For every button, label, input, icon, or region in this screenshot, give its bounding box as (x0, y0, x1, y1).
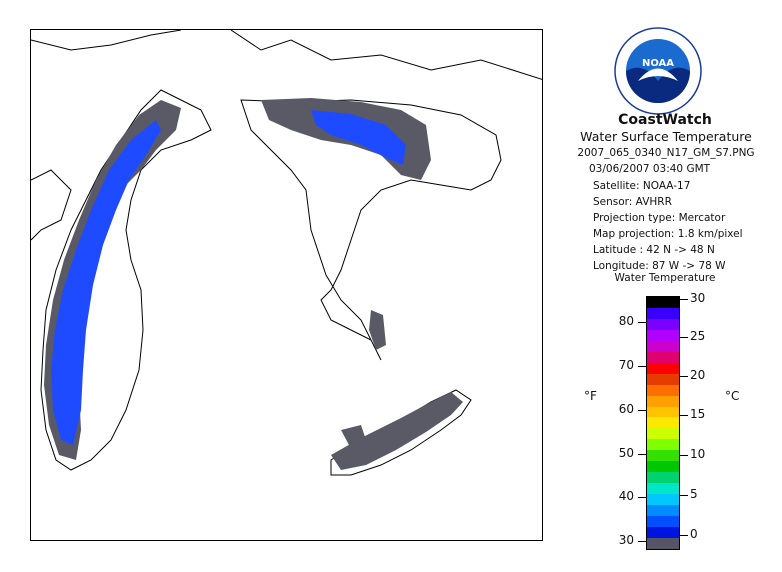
colorbar-segment (647, 297, 679, 308)
image-filename: 2007_065_0340_N17_GM_S7.PNG (577, 147, 755, 159)
fahrenheit-tick-mark (638, 322, 646, 323)
projection-type-label: Projection type: Mercator (593, 212, 726, 224)
celsius-tick-mark (680, 455, 688, 456)
celsius-tick-label: 20 (690, 368, 706, 382)
colorbar-segment (647, 406, 679, 418)
colorbar-segment (647, 439, 679, 451)
colorbar-segment (647, 329, 679, 341)
lake-huron-shoreline (240, 99, 502, 361)
colorbar-segment (647, 351, 679, 363)
ice-cover-huron-south (369, 310, 386, 350)
fahrenheit-tick-mark (638, 454, 646, 455)
map-projection-label: Map projection: 1.8 km/pixel (593, 228, 743, 240)
celsius-tick-label: 30 (690, 291, 706, 305)
celsius-tick-label: 5 (690, 487, 698, 501)
colorbar-segment (647, 417, 679, 429)
latitude-range-label: Latitude : 42 N -> 48 N (593, 244, 715, 256)
colorbar-segment (647, 384, 679, 396)
fahrenheit-tick-label: 30 (618, 533, 634, 547)
colorbar-segment (647, 483, 679, 495)
colorbar-segment (647, 450, 679, 462)
colorbar-segment (647, 527, 679, 538)
fahrenheit-tick-label: 80 (618, 314, 634, 328)
colorbar-segment (647, 373, 679, 385)
colorbar-segment (647, 516, 679, 528)
fahrenheit-tick-mark (638, 497, 646, 498)
colorbar-segment (647, 472, 679, 484)
cold-water-michigan-west (51, 120, 161, 445)
fahrenheit-tick-label: 60 (618, 402, 634, 416)
celsius-tick-label: 15 (690, 407, 706, 421)
colorbar-segment (647, 362, 679, 374)
fahrenheit-tick-label: 70 (618, 358, 634, 372)
acquisition-datetime: 03/06/2007 03:40 GMT (589, 163, 711, 175)
fahrenheit-unit-label: °F (584, 389, 597, 403)
superior-shoreline (31, 30, 542, 80)
celsius-tick-mark (680, 415, 688, 416)
cold-water-huron-north (311, 110, 406, 165)
longitude-range-label: Longitude: 87 W -> 78 W (593, 260, 726, 272)
celsius-tick-label: 25 (690, 329, 706, 343)
celsius-tick-mark (680, 376, 688, 377)
lake-michigan-shoreline (40, 89, 212, 471)
western-shoreline (31, 169, 72, 241)
celsius-tick-mark (680, 337, 688, 338)
product-subtitle: Water Surface Temperature (580, 129, 752, 144)
colorbar-segment (647, 494, 679, 506)
celsius-tick-mark (680, 299, 688, 300)
celsius-tick-mark (680, 535, 688, 536)
satellite-label: Satellite: NOAA-17 (593, 180, 691, 192)
colorbar-segment (647, 318, 679, 330)
ice-cover-erie (331, 392, 463, 470)
great-lakes-map (31, 30, 542, 476)
colorbar-segment (647, 505, 679, 517)
colorbar-segment (647, 340, 679, 352)
celsius-tick-mark (680, 495, 688, 496)
colorbar-segment (647, 428, 679, 440)
colorbar-segment (647, 307, 679, 319)
celsius-tick-label: 10 (690, 447, 706, 461)
celsius-tick-label: 0 (690, 527, 698, 541)
colorbar-segment (647, 461, 679, 473)
colorbar-segment (647, 537, 679, 549)
legend-title: Water Temperature (614, 272, 716, 284)
sensor-label: Sensor: AVHRR (593, 196, 672, 208)
fahrenheit-tick-mark (638, 366, 646, 367)
fahrenheit-tick-label: 40 (618, 489, 634, 503)
fahrenheit-tick-mark (638, 541, 646, 542)
temperature-colorbar (646, 296, 680, 550)
fahrenheit-tick-mark (638, 410, 646, 411)
svg-text:NOAA: NOAA (642, 58, 674, 69)
ice-cover-lake-st-clair (341, 425, 366, 445)
noaa-logo: NOAA (614, 27, 702, 115)
map-panel (30, 29, 543, 541)
fahrenheit-tick-label: 50 (618, 446, 634, 460)
colorbar-segment (647, 395, 679, 407)
celsius-unit-label: °C (725, 389, 740, 403)
app-title: CoastWatch (618, 112, 712, 128)
